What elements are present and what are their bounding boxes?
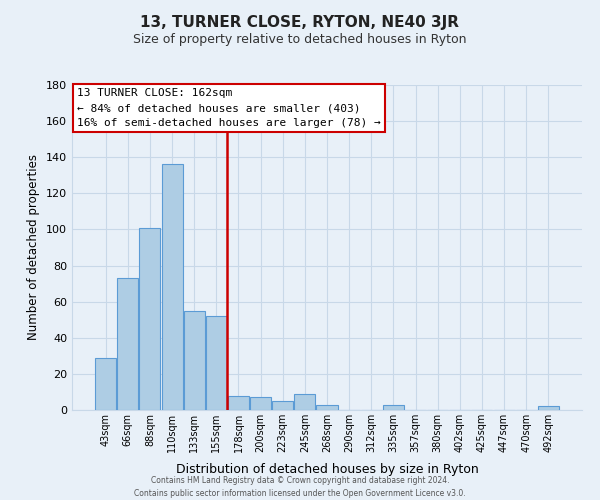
Bar bbox=[118, 278, 139, 410]
Bar bbox=[383, 404, 404, 410]
Text: 13 TURNER CLOSE: 162sqm
← 84% of detached houses are smaller (403)
16% of semi-d: 13 TURNER CLOSE: 162sqm ← 84% of detache… bbox=[77, 88, 381, 128]
Bar bbox=[316, 404, 338, 410]
Bar bbox=[95, 358, 116, 410]
Bar bbox=[295, 394, 316, 410]
Bar bbox=[538, 406, 559, 410]
Bar bbox=[228, 396, 249, 410]
Bar bbox=[250, 398, 271, 410]
Text: Contains HM Land Registry data © Crown copyright and database right 2024.
Contai: Contains HM Land Registry data © Crown c… bbox=[134, 476, 466, 498]
Bar bbox=[184, 310, 205, 410]
Y-axis label: Number of detached properties: Number of detached properties bbox=[28, 154, 40, 340]
Text: Size of property relative to detached houses in Ryton: Size of property relative to detached ho… bbox=[133, 32, 467, 46]
Bar bbox=[161, 164, 182, 410]
Bar bbox=[206, 316, 227, 410]
Bar bbox=[272, 401, 293, 410]
X-axis label: Distribution of detached houses by size in Ryton: Distribution of detached houses by size … bbox=[176, 464, 478, 476]
Text: 13, TURNER CLOSE, RYTON, NE40 3JR: 13, TURNER CLOSE, RYTON, NE40 3JR bbox=[140, 15, 460, 30]
Bar bbox=[139, 228, 160, 410]
